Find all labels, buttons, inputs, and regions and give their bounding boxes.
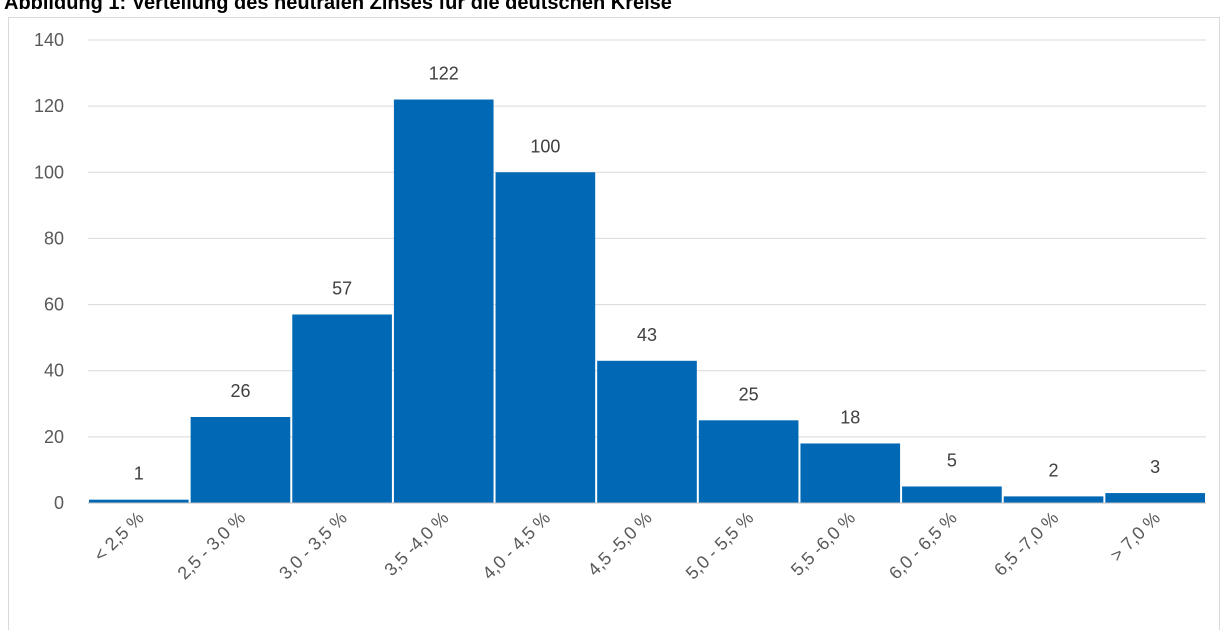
bar bbox=[902, 486, 1002, 503]
y-tick-label: 140 bbox=[34, 30, 64, 50]
bar bbox=[1105, 493, 1205, 503]
y-tick-label: 80 bbox=[44, 228, 64, 248]
x-tick-label: 6,5 -7,0 % bbox=[990, 508, 1062, 580]
bar bbox=[393, 99, 494, 504]
data-label: 5 bbox=[947, 450, 957, 470]
data-label: 2 bbox=[1049, 460, 1059, 480]
data-label: 122 bbox=[429, 64, 459, 84]
x-tick-label: < 2,5 % bbox=[90, 508, 148, 566]
data-label: 100 bbox=[530, 136, 560, 156]
x-tick-label: 5,0 - 5,5 % bbox=[682, 508, 758, 584]
x-tick-label: 2,5 - 3,0 % bbox=[174, 508, 250, 584]
data-label: 3 bbox=[1150, 457, 1160, 477]
data-label: 43 bbox=[637, 325, 657, 345]
y-tick-label: 120 bbox=[34, 96, 64, 116]
bar bbox=[597, 360, 697, 503]
bar bbox=[698, 420, 799, 503]
bar bbox=[190, 417, 291, 503]
bars bbox=[89, 99, 1205, 504]
bar bbox=[89, 499, 189, 503]
data-label: 25 bbox=[739, 384, 759, 404]
y-tick-label: 60 bbox=[44, 295, 64, 315]
data-label: 1 bbox=[134, 464, 144, 484]
data-label: 26 bbox=[230, 381, 250, 401]
y-axis: 0 20 40 60 80 100 120 140 bbox=[34, 30, 64, 513]
x-tick-label: 4,0 - 4,5 % bbox=[478, 508, 554, 584]
y-tick-label: 40 bbox=[44, 361, 64, 381]
x-tick-label: 3,5 -4,0 % bbox=[380, 508, 452, 580]
bar bbox=[1003, 496, 1104, 503]
y-tick-label: 100 bbox=[34, 162, 64, 182]
y-tick-label: 0 bbox=[54, 493, 64, 513]
x-axis: < 2,5 % 2,5 - 3,0 % 3,0 - 3,5 % 3,5 -4,0 % 4… bbox=[88, 502, 1206, 584]
bar bbox=[800, 443, 901, 503]
x-tick-label: 6,0 - 6,5 % bbox=[885, 508, 961, 584]
data-labels: 1 26 57 122 100 43 25 18 5 2 3 bbox=[134, 64, 1160, 484]
bar bbox=[292, 314, 392, 503]
data-label: 57 bbox=[332, 278, 352, 298]
x-tick-label: 3,0 - 3,5 % bbox=[275, 508, 351, 584]
chart-frame bbox=[8, 17, 1220, 630]
bar bbox=[495, 172, 596, 504]
x-tick-label: 5,5 -6,0 % bbox=[787, 508, 859, 580]
x-tick-label: > 7,0 % bbox=[1106, 508, 1164, 566]
x-tick-label: 4,5 -5,0 % bbox=[584, 508, 656, 580]
data-label: 18 bbox=[840, 407, 860, 427]
y-tick-label: 20 bbox=[44, 427, 64, 447]
chart-title: Abbildung 1: Verteilung des neutralen Zi… bbox=[4, 0, 672, 14]
